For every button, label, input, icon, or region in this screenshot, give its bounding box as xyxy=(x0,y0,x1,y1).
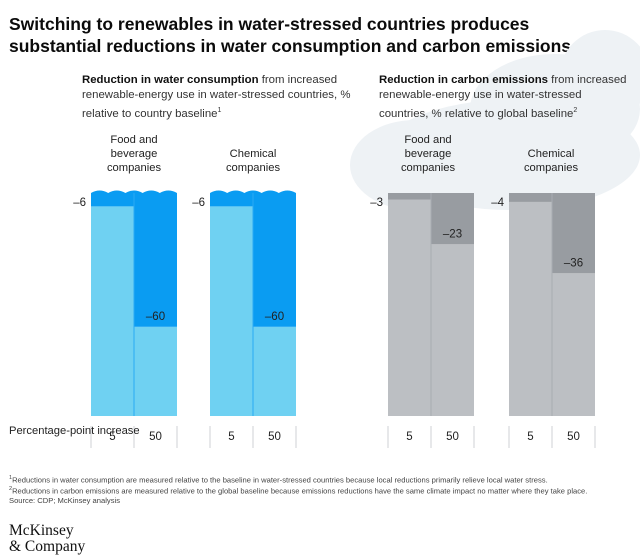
carbon-chemical-bar-5 xyxy=(509,193,552,202)
water-chemical-label-5: –6 xyxy=(192,197,205,209)
water-food-wave xyxy=(91,190,177,193)
chart-title: Switching to renewables in water-stresse… xyxy=(9,14,576,56)
water-footnote-mark: 1 xyxy=(217,107,222,114)
water-food-bar-50-remaining xyxy=(134,326,177,416)
carbon-food-tick-50: 50 xyxy=(446,431,459,443)
water-chemical-bar-50 xyxy=(253,193,296,327)
carbon-chemical-bar-50-remaining xyxy=(552,273,595,416)
carbon-food-label-5: –3 xyxy=(370,197,383,209)
carbon-heading-bold: Reduction in carbon emissions xyxy=(379,74,548,86)
carbon-food-label-50: –23 xyxy=(443,228,462,240)
water-chemical-wave xyxy=(210,190,296,193)
group-label-water-food: Food and beverage companies xyxy=(106,134,162,174)
water-chemical-bar-5 xyxy=(210,193,253,207)
carbon-food-bar-5-remaining xyxy=(388,199,431,416)
carbon-chemical-label-5: –4 xyxy=(491,197,504,209)
water-food-bar-50 xyxy=(134,193,177,327)
water-food-label-50: –60 xyxy=(146,311,165,323)
carbon-chemical-label-50: –36 xyxy=(564,257,583,269)
water-chemical-bar-5-remaining xyxy=(210,206,253,416)
water-food-bar-5 xyxy=(91,193,134,207)
water-food-label-5: –6 xyxy=(73,197,86,209)
carbon-chemical-bar-5-remaining xyxy=(509,201,552,416)
carbon-chemical-bar-50 xyxy=(552,193,595,274)
logo-line-1: McKinsey xyxy=(9,522,74,539)
carbon-footnote-mark: 2 xyxy=(573,107,578,114)
water-chemical-tick-50: 50 xyxy=(268,431,281,443)
logo-line-2: & Company xyxy=(9,538,86,555)
water-chemical-tick-5: 5 xyxy=(228,431,234,443)
water-food-bar-5-remaining xyxy=(91,206,134,416)
carbon-food-tick-5: 5 xyxy=(406,431,412,443)
group-label-carbon-food: Food and beverage companies xyxy=(400,134,456,174)
water-heading-bold: Reduction in water consumption xyxy=(82,74,259,86)
water-chemical-label-50: –60 xyxy=(265,311,284,323)
carbon-chemical-tick-5: 5 xyxy=(527,431,533,443)
carbon-food-bar-50 xyxy=(431,193,474,245)
mckinsey-logo: McKinsey & Company xyxy=(9,523,85,555)
group-label-carbon-chemical: Chemical companies xyxy=(523,148,579,174)
carbon-panel-heading: Reduction in carbon emissions from incre… xyxy=(379,73,634,122)
footnotes: 1Reductions in water consumption are mea… xyxy=(9,474,629,506)
carbon-heading-rest: from increased renewable-energy use in w… xyxy=(379,74,627,120)
x-axis-label: Percentage-point increase xyxy=(9,425,140,437)
group-label-water-chemical: Chemical companies xyxy=(225,148,281,174)
carbon-chemical-tick-50: 50 xyxy=(567,431,580,443)
water-food-tick-5: 5 xyxy=(109,431,115,443)
carbon-food-bar-50-remaining xyxy=(431,244,474,416)
water-heading-rest: from increased renewable-energy use in w… xyxy=(82,74,351,120)
water-food-tick-50: 50 xyxy=(149,431,162,443)
carbon-food-bar-5 xyxy=(388,193,431,200)
water-panel-heading: Reduction in water consumption from incr… xyxy=(82,73,352,122)
footnote-2: 2Reductions in carbon emissions are meas… xyxy=(9,486,588,496)
source-note: Source: CDP; McKinsey analysis xyxy=(9,496,120,506)
footnote-1: 1Reductions in water consumption are mea… xyxy=(9,475,548,485)
water-chemical-bar-50-remaining xyxy=(253,326,296,416)
